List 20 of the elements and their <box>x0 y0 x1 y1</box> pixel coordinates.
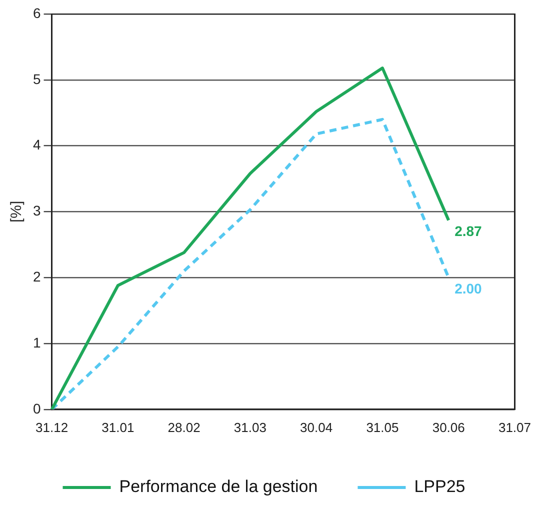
x-tick-label: 31.12 <box>36 420 68 435</box>
y-tick-label: 4 <box>32 136 41 153</box>
y-tick-label: 2 <box>32 268 41 284</box>
legend-label: LPP25 <box>414 477 466 496</box>
x-tick-label: 28.02 <box>168 420 200 435</box>
x-tick-label: 31.01 <box>102 420 134 435</box>
x-tick-label: 30.06 <box>432 420 465 435</box>
x-tick-label: 31.05 <box>366 420 399 435</box>
x-tick-label: 30.04 <box>300 420 333 435</box>
x-tick-label: 31.07 <box>498 420 532 435</box>
y-tick-label: 3 <box>32 202 41 219</box>
x-tick-label: 31.03 <box>234 420 266 435</box>
data-label: 2.87 <box>454 223 482 240</box>
y-tick-label: 0 <box>32 400 41 416</box>
y-tick-label: 5 <box>32 70 41 87</box>
y-axis-title: [%] <box>8 200 26 223</box>
legend-label: Performance de la gestion <box>119 477 318 496</box>
y-tick-label: 6 <box>32 4 41 21</box>
y-tick-label: 1 <box>32 334 41 350</box>
data-label: 2.00 <box>454 280 482 296</box>
